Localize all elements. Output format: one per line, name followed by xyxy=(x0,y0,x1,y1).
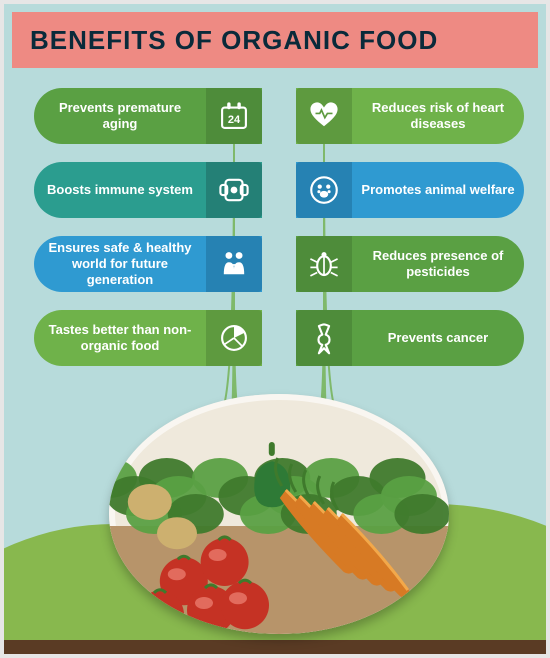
paw-icon xyxy=(296,162,352,218)
benefit-label: Prevents premature aging xyxy=(34,96,206,137)
vegetable-plate xyxy=(109,394,449,634)
vegetables-illustration xyxy=(109,394,449,634)
benefit-card: Prevents cancer xyxy=(296,310,524,366)
benefit-card: Boosts immune system xyxy=(34,162,262,218)
benefit-label: Promotes animal welfare xyxy=(352,178,524,202)
ground-soil xyxy=(4,640,546,654)
benefit-label: Ensures safe & healthy world for future … xyxy=(34,236,206,293)
benefit-label: Reduces presence of pesticides xyxy=(352,244,524,285)
benefit-card: Promotes animal welfare xyxy=(296,162,524,218)
benefit-card: Reduces presence of pesticides xyxy=(296,236,524,292)
svg-text:24: 24 xyxy=(228,114,241,126)
benefit-label: Prevents cancer xyxy=(352,326,524,350)
title-bar: Benefits of Organic Food xyxy=(12,12,538,68)
page-title: Benefits of Organic Food xyxy=(30,25,438,56)
benefit-card: Ensures safe & healthy world for future … xyxy=(34,236,262,292)
infographic-stage: Benefits of Organic Food Prevents premat… xyxy=(0,0,550,658)
ribbon-icon xyxy=(296,310,352,366)
heart-icon xyxy=(296,88,352,144)
family-icon xyxy=(206,236,262,292)
pie-icon xyxy=(206,310,262,366)
bug-icon xyxy=(296,236,352,292)
calendar-icon: 24 xyxy=(206,88,262,144)
shield-icon xyxy=(206,162,262,218)
benefit-card: Prevents premature aging 24 xyxy=(34,88,262,144)
benefit-label: Boosts immune system xyxy=(34,178,206,202)
benefit-card: Reduces risk of heart diseases xyxy=(296,88,524,144)
benefit-label: Reduces risk of heart diseases xyxy=(352,96,524,137)
benefit-card: Tastes better than non-organic food xyxy=(34,310,262,366)
benefit-label: Tastes better than non-organic food xyxy=(34,318,206,359)
